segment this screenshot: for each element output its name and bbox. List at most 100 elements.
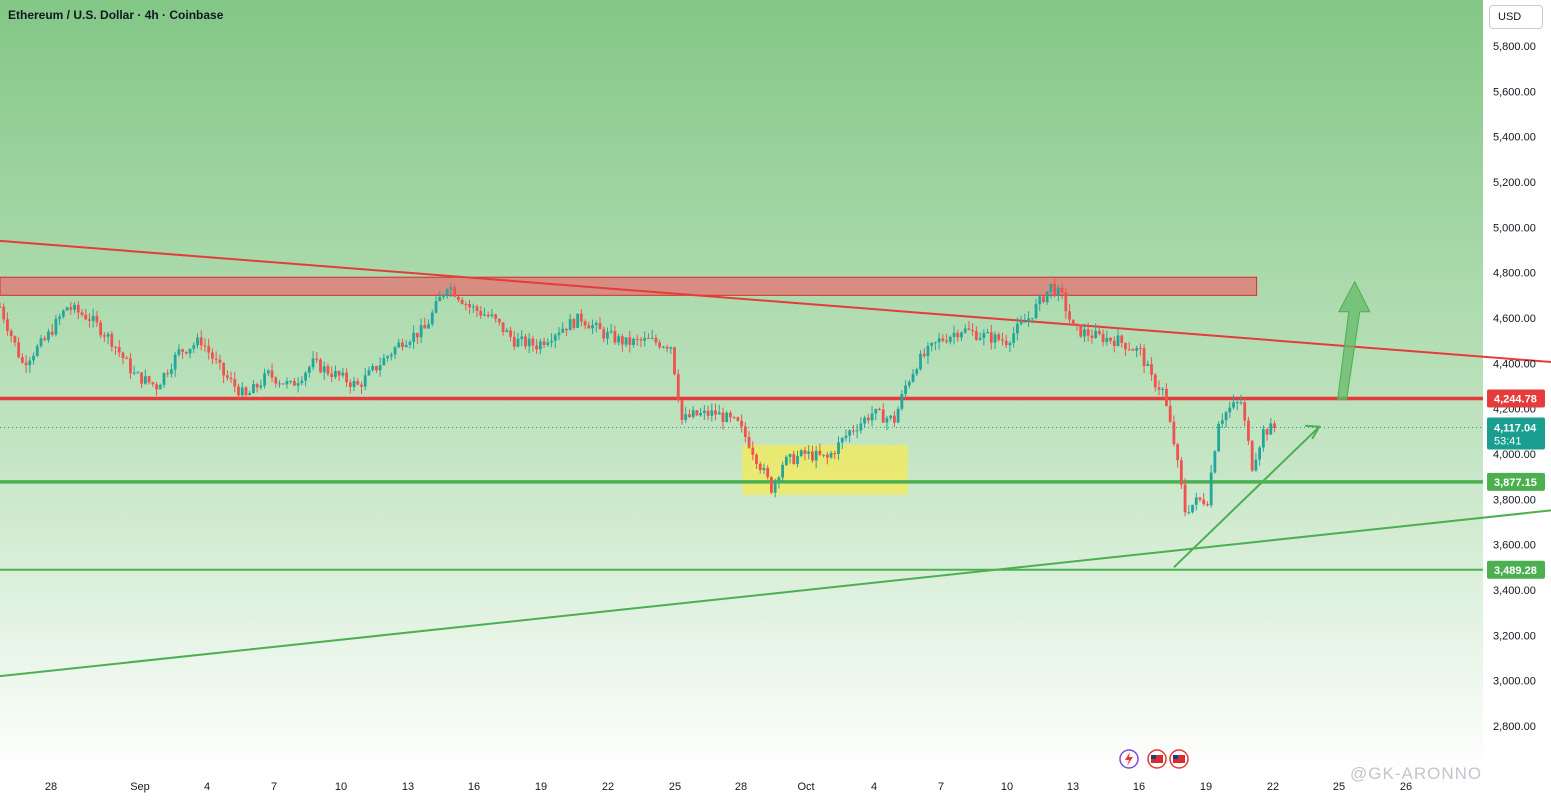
candle-body[interactable] xyxy=(95,315,99,323)
candle-body[interactable] xyxy=(907,381,911,386)
candle-body[interactable] xyxy=(73,304,76,310)
candle-body[interactable] xyxy=(300,380,304,384)
candle-body[interactable] xyxy=(751,447,755,455)
candle-body[interactable] xyxy=(915,369,919,374)
candle-body[interactable] xyxy=(982,333,986,339)
candle-body[interactable] xyxy=(1220,420,1224,424)
candle-body[interactable] xyxy=(1142,348,1146,366)
candle-body[interactable] xyxy=(1157,387,1161,390)
candle-body[interactable] xyxy=(170,369,173,374)
candle-body[interactable] xyxy=(684,414,688,420)
candle-body[interactable] xyxy=(695,410,699,416)
candle-body[interactable] xyxy=(933,342,937,344)
candle-body[interactable] xyxy=(1172,421,1176,445)
candle-body[interactable] xyxy=(632,338,635,345)
candle-body[interactable] xyxy=(1053,283,1057,296)
candle-body[interactable] xyxy=(617,336,621,343)
candle-body[interactable] xyxy=(140,372,144,384)
candle-body[interactable] xyxy=(1030,318,1034,320)
candle-body[interactable] xyxy=(863,417,866,424)
candle-body[interactable] xyxy=(281,383,285,385)
candle-body[interactable] xyxy=(1198,497,1202,500)
candle-body[interactable] xyxy=(1127,349,1131,351)
candle-body[interactable] xyxy=(319,359,322,373)
candle-body[interactable] xyxy=(654,337,658,343)
candle-body[interactable] xyxy=(1001,339,1004,341)
candle-body[interactable] xyxy=(1015,323,1019,334)
candle-body[interactable] xyxy=(520,336,524,339)
candle-body[interactable] xyxy=(866,417,870,421)
candle-body[interactable] xyxy=(1045,291,1049,303)
candle-body[interactable] xyxy=(263,373,266,386)
candle-body[interactable] xyxy=(1112,340,1116,347)
candle-body[interactable] xyxy=(948,336,952,342)
candle-body[interactable] xyxy=(1209,472,1213,506)
candle-body[interactable] xyxy=(1213,451,1217,473)
candle-body[interactable] xyxy=(1056,287,1060,296)
candle-body[interactable] xyxy=(445,289,449,295)
candle-body[interactable] xyxy=(1273,423,1276,428)
candle-body[interactable] xyxy=(1004,340,1008,346)
candle-body[interactable] xyxy=(143,376,147,384)
candle-body[interactable] xyxy=(770,477,773,493)
candle-body[interactable] xyxy=(661,346,665,348)
candle-body[interactable] xyxy=(1116,335,1120,347)
candle-body[interactable] xyxy=(647,337,650,339)
candle-body[interactable] xyxy=(296,383,300,386)
candle-body[interactable] xyxy=(6,319,9,331)
candle-body[interactable] xyxy=(1138,347,1142,349)
candle-body[interactable] xyxy=(203,345,207,347)
candle-body[interactable] xyxy=(0,306,2,308)
candle-body[interactable] xyxy=(833,453,837,455)
candle-body[interactable] xyxy=(151,382,155,385)
candle-body[interactable] xyxy=(382,358,386,366)
candle-body[interactable] xyxy=(1064,292,1068,312)
candle-body[interactable] xyxy=(229,377,233,380)
candle-body[interactable] xyxy=(1153,374,1157,388)
candle-body[interactable] xyxy=(233,379,237,387)
candle-body[interactable] xyxy=(811,451,814,461)
candle-body[interactable] xyxy=(1083,329,1086,337)
candle-body[interactable] xyxy=(32,355,35,361)
candle-body[interactable] xyxy=(613,331,617,343)
candle-body[interactable] xyxy=(337,371,341,376)
candle-body[interactable] xyxy=(1049,283,1053,292)
candle-body[interactable] xyxy=(572,319,576,328)
candle-body[interactable] xyxy=(9,330,13,337)
candle-body[interactable] xyxy=(926,345,930,357)
candle-body[interactable] xyxy=(47,331,50,341)
candle-body[interactable] xyxy=(900,394,904,409)
candle-body[interactable] xyxy=(878,408,881,410)
candle-body[interactable] xyxy=(1079,325,1083,337)
candle-body[interactable] xyxy=(497,318,501,323)
candle-body[interactable] xyxy=(579,313,583,322)
candle-body[interactable] xyxy=(393,347,397,355)
candle-body[interactable] xyxy=(1217,423,1221,452)
candle-body[interactable] xyxy=(397,342,401,348)
candle-body[interactable] xyxy=(430,312,434,325)
candle-body[interactable] xyxy=(729,412,732,418)
candle-body[interactable] xyxy=(658,342,662,348)
candle-body[interactable] xyxy=(35,346,39,356)
candle-body[interactable] xyxy=(639,339,643,341)
candle-body[interactable] xyxy=(334,371,337,378)
candle-body[interactable] xyxy=(565,328,568,331)
candle-body[interactable] xyxy=(117,347,121,353)
candle-body[interactable] xyxy=(404,344,408,347)
candle-body[interactable] xyxy=(997,334,1001,340)
candle-body[interactable] xyxy=(345,372,348,383)
candle-body[interactable] xyxy=(609,331,613,333)
candle-body[interactable] xyxy=(401,342,404,347)
candle-body[interactable] xyxy=(919,353,922,370)
candle-body[interactable] xyxy=(181,349,185,352)
candle-body[interactable] xyxy=(102,335,106,337)
candle-body[interactable] xyxy=(1094,330,1098,338)
candle-body[interactable] xyxy=(848,430,852,436)
toolbar-icons[interactable] xyxy=(1119,749,1189,769)
candle-body[interactable] xyxy=(88,319,91,321)
candle-body[interactable] xyxy=(453,287,457,297)
candle-body[interactable] xyxy=(1027,318,1030,322)
candle-body[interactable] xyxy=(606,332,609,339)
candle-body[interactable] xyxy=(76,304,80,313)
candle-body[interactable] xyxy=(293,381,296,386)
